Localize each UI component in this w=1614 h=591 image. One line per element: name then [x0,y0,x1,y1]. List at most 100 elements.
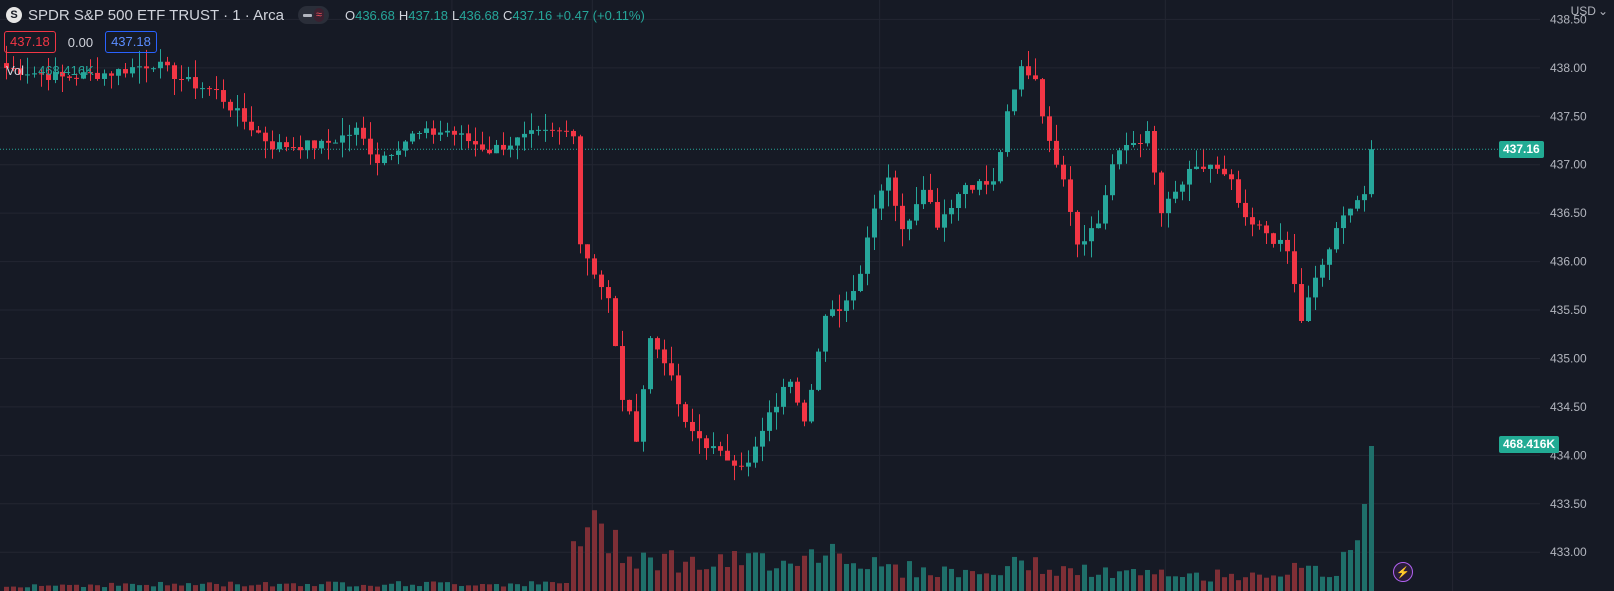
candle[interactable] [284,142,289,148]
candle[interactable] [431,128,436,135]
candle[interactable] [634,411,639,442]
candlestick-chart[interactable] [0,0,1540,591]
candle[interactable] [1236,179,1241,203]
candle[interactable] [445,130,450,133]
candle[interactable] [410,133,415,142]
candle[interactable] [242,108,247,122]
candle[interactable] [809,389,814,422]
candle[interactable] [1103,195,1108,224]
candle[interactable] [1292,251,1297,285]
price-axis[interactable]: 438.50 438.00 437.50 437.00 436.50 436.00 435.… [1540,0,1614,591]
candle[interactable] [207,88,212,90]
candle[interactable] [550,129,555,131]
candle[interactable] [179,79,184,81]
candle[interactable] [263,132,268,142]
candle[interactable] [732,460,737,466]
candle[interactable] [487,149,492,154]
candle[interactable] [851,291,856,301]
candle[interactable] [144,66,149,69]
candle[interactable] [81,72,86,79]
candle[interactable] [1117,150,1122,165]
candle[interactable] [676,375,681,405]
candle[interactable] [74,77,79,79]
candle[interactable] [452,130,457,135]
candle[interactable] [830,309,835,316]
candle[interactable] [1145,131,1150,144]
candle[interactable] [1313,277,1318,298]
candle[interactable] [648,338,653,390]
candle[interactable] [494,144,499,154]
candle[interactable] [1187,168,1192,185]
candle[interactable] [683,404,688,422]
candle[interactable] [1138,143,1143,145]
candle[interactable] [739,465,744,467]
candle[interactable] [1173,191,1178,199]
candle[interactable] [368,138,373,155]
candle[interactable] [424,128,429,133]
candle[interactable] [865,237,870,274]
candle[interactable] [123,69,128,74]
candle[interactable] [935,202,940,228]
candle[interactable] [1089,228,1094,242]
candle[interactable] [46,73,51,80]
candle[interactable] [1215,164,1220,169]
candle[interactable] [151,68,156,70]
candle[interactable] [1341,215,1346,229]
ask-price-button[interactable]: 437.18 [105,31,157,53]
candle[interactable] [1047,116,1052,141]
candle[interactable] [39,73,44,75]
candle[interactable] [599,274,604,288]
candle[interactable] [501,144,506,150]
candle[interactable] [389,154,394,156]
candle[interactable] [95,72,100,79]
candle[interactable] [613,298,618,347]
candle[interactable] [137,66,142,68]
candle[interactable] [515,137,520,146]
candle[interactable] [536,129,541,131]
candle[interactable] [347,134,352,136]
candle[interactable] [578,136,583,245]
candle[interactable] [249,121,254,131]
candle[interactable] [893,177,898,206]
candle[interactable] [165,61,170,66]
candle[interactable] [690,421,695,432]
candle[interactable] [942,214,947,228]
candle[interactable] [774,406,779,413]
candle[interactable] [557,130,562,132]
candle[interactable] [1320,264,1325,278]
candle[interactable] [1054,140,1059,165]
candle[interactable] [956,194,961,209]
candle[interactable] [1299,284,1304,321]
indicator-toggle[interactable]: ≈ [297,6,329,24]
candle[interactable] [53,71,58,80]
candle[interactable] [116,69,121,76]
candle[interactable] [1075,211,1080,245]
candle[interactable] [1243,202,1248,218]
candle[interactable] [746,462,751,467]
candle[interactable] [627,399,632,412]
candle[interactable] [256,130,261,133]
candle[interactable] [277,142,282,150]
candle[interactable] [417,132,422,134]
candle[interactable] [158,61,163,69]
candle[interactable] [872,208,877,238]
candle[interactable] [788,381,793,387]
candle[interactable] [1026,66,1031,76]
candle[interactable] [718,446,723,451]
candle[interactable] [1285,239,1290,252]
candle[interactable] [697,431,702,439]
candle[interactable] [25,74,30,76]
candle[interactable] [4,63,9,68]
candle[interactable] [907,220,912,230]
candle[interactable] [200,88,205,90]
candle[interactable] [18,68,23,75]
candle[interactable] [382,155,387,164]
candle[interactable] [1082,241,1087,245]
candle[interactable] [102,73,107,79]
candle[interactable] [795,381,800,403]
candle[interactable] [1033,75,1038,80]
candle[interactable] [620,346,625,400]
candle[interactable] [977,181,982,190]
candle[interactable] [1250,217,1255,225]
candle[interactable] [221,90,226,102]
